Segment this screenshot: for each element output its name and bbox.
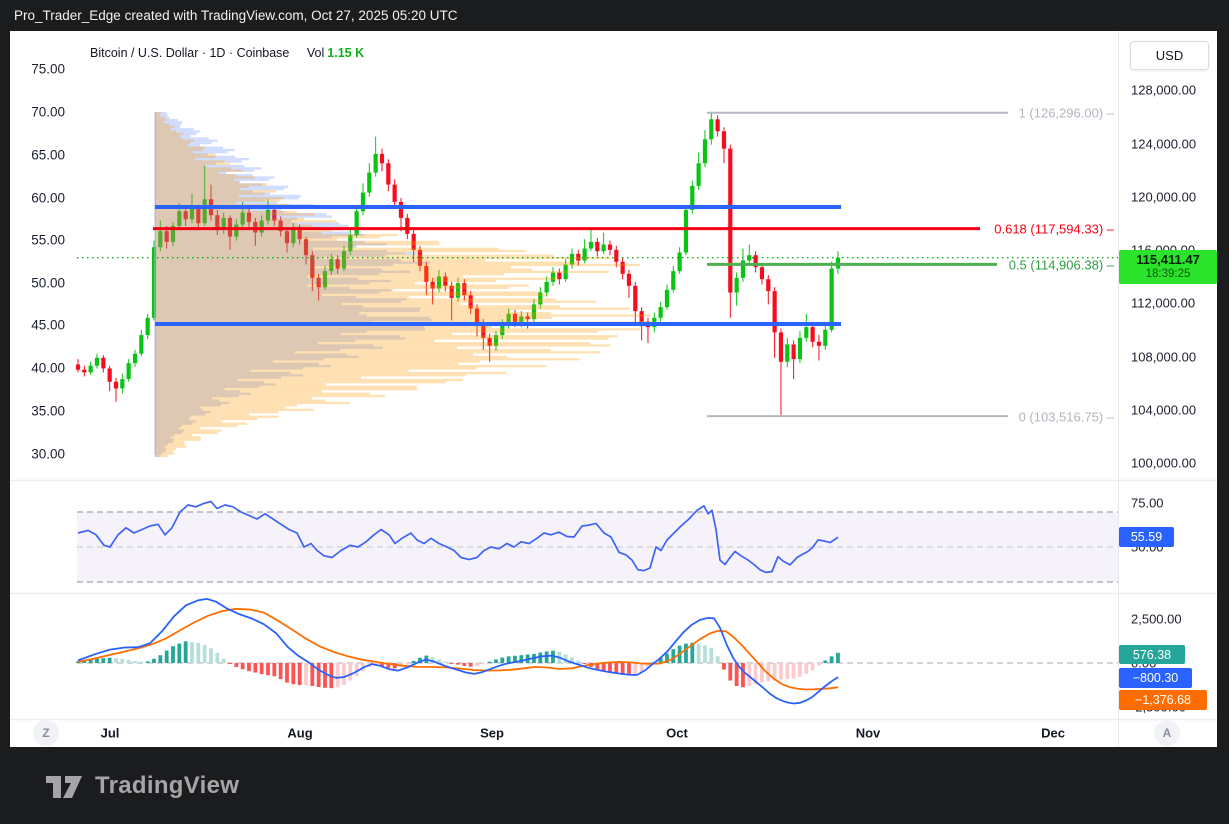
price-axis-label: 75.00: [1131, 495, 1164, 511]
price-axis-label: 108,000.00: [1131, 349, 1197, 365]
left-axis-label: 65.00: [31, 147, 65, 163]
symbol-legend[interactable]: Bitcoin / U.S. Dollar · 1D · Coinbase Vo…: [90, 46, 364, 60]
left-axis-label: 50.00: [31, 275, 65, 291]
left-axis-label: 40.00: [31, 360, 65, 376]
current-price-value: 115,411.47: [1136, 252, 1200, 267]
macd-line-badge: −800.30: [1119, 668, 1192, 688]
macd-signal-value: −1,376.68: [1135, 693, 1191, 707]
auto-scale-button[interactable]: A: [1154, 720, 1180, 746]
price-axis-label: 2,500.00: [1131, 611, 1182, 627]
month-label[interactable]: Nov: [855, 725, 881, 741]
chart-panel[interactable]: [10, 31, 1217, 747]
month-label[interactable]: Sep: [480, 725, 504, 741]
rsi-value-badge: 55.59: [1119, 527, 1174, 547]
left-axis-label: 60.00: [31, 190, 65, 206]
rsi-value: 55.59: [1130, 530, 1163, 544]
zoom-reset-label: Z: [42, 726, 50, 740]
left-axis-label: 30.00: [31, 446, 65, 462]
footer-bar: TradingView: [0, 747, 1229, 824]
price-axis-label: 112,000.00: [1131, 295, 1196, 311]
zoom-reset-button[interactable]: Z: [33, 720, 59, 746]
fib-level-label: 1 (126,296.00) –: [1018, 105, 1114, 121]
fib-level-label: 0.618 (117,594.33) –: [994, 221, 1114, 237]
fib-level-label: 0.5 (114,906.38) –: [1008, 257, 1114, 273]
volume-value: 1.15 K: [327, 46, 365, 60]
left-axis-label: 45.00: [31, 317, 65, 333]
month-label[interactable]: Aug: [287, 725, 313, 741]
price-axis-label: 124,000.00: [1131, 136, 1197, 152]
left-axis-label: 75.00: [31, 61, 65, 77]
month-label[interactable]: Dec: [1041, 725, 1065, 741]
bar-countdown: 18:39:25: [1145, 268, 1191, 280]
left-axis-label: 70.00: [31, 104, 65, 120]
left-axis-label: 35.00: [31, 403, 65, 419]
price-axis-label: 100,000.00: [1131, 455, 1197, 471]
macd-hist-badge: 576.38: [1119, 645, 1185, 664]
price-axis-label: 128,000.00: [1131, 82, 1197, 98]
month-label[interactable]: Oct: [666, 725, 688, 741]
current-price-badge: 115,411.47 18:39:25: [1119, 250, 1217, 284]
symbol-title[interactable]: Bitcoin / U.S. Dollar · 1D · Coinbase: [90, 46, 290, 60]
fib-level-label: 0 (103,516.75) –: [1018, 409, 1114, 425]
currency-usd-label: USD: [1155, 48, 1184, 63]
watermark-text: Pro_Trader_Edge created with TradingView…: [14, 8, 458, 23]
auto-scale-label: A: [1162, 726, 1172, 740]
month-label[interactable]: Jul: [100, 725, 120, 741]
macd-hist-value: 576.38: [1132, 647, 1172, 662]
price-axis-label: 120,000.00: [1131, 189, 1197, 205]
tradingview-logo-text: TradingView: [95, 771, 240, 799]
macd-line-value: −800.30: [1132, 671, 1179, 685]
currency-usd-button[interactable]: USD: [1130, 41, 1209, 70]
left-axis-label: 55.00: [31, 232, 65, 248]
macd-signal-badge: −1,376.68: [1119, 690, 1207, 710]
volume-label: Vol: [306, 46, 325, 60]
tradingview-logo-icon: [46, 775, 82, 798]
price-axis-label: 104,000.00: [1131, 402, 1197, 418]
watermark-bar: Pro_Trader_Edge created with TradingView…: [0, 0, 1229, 31]
